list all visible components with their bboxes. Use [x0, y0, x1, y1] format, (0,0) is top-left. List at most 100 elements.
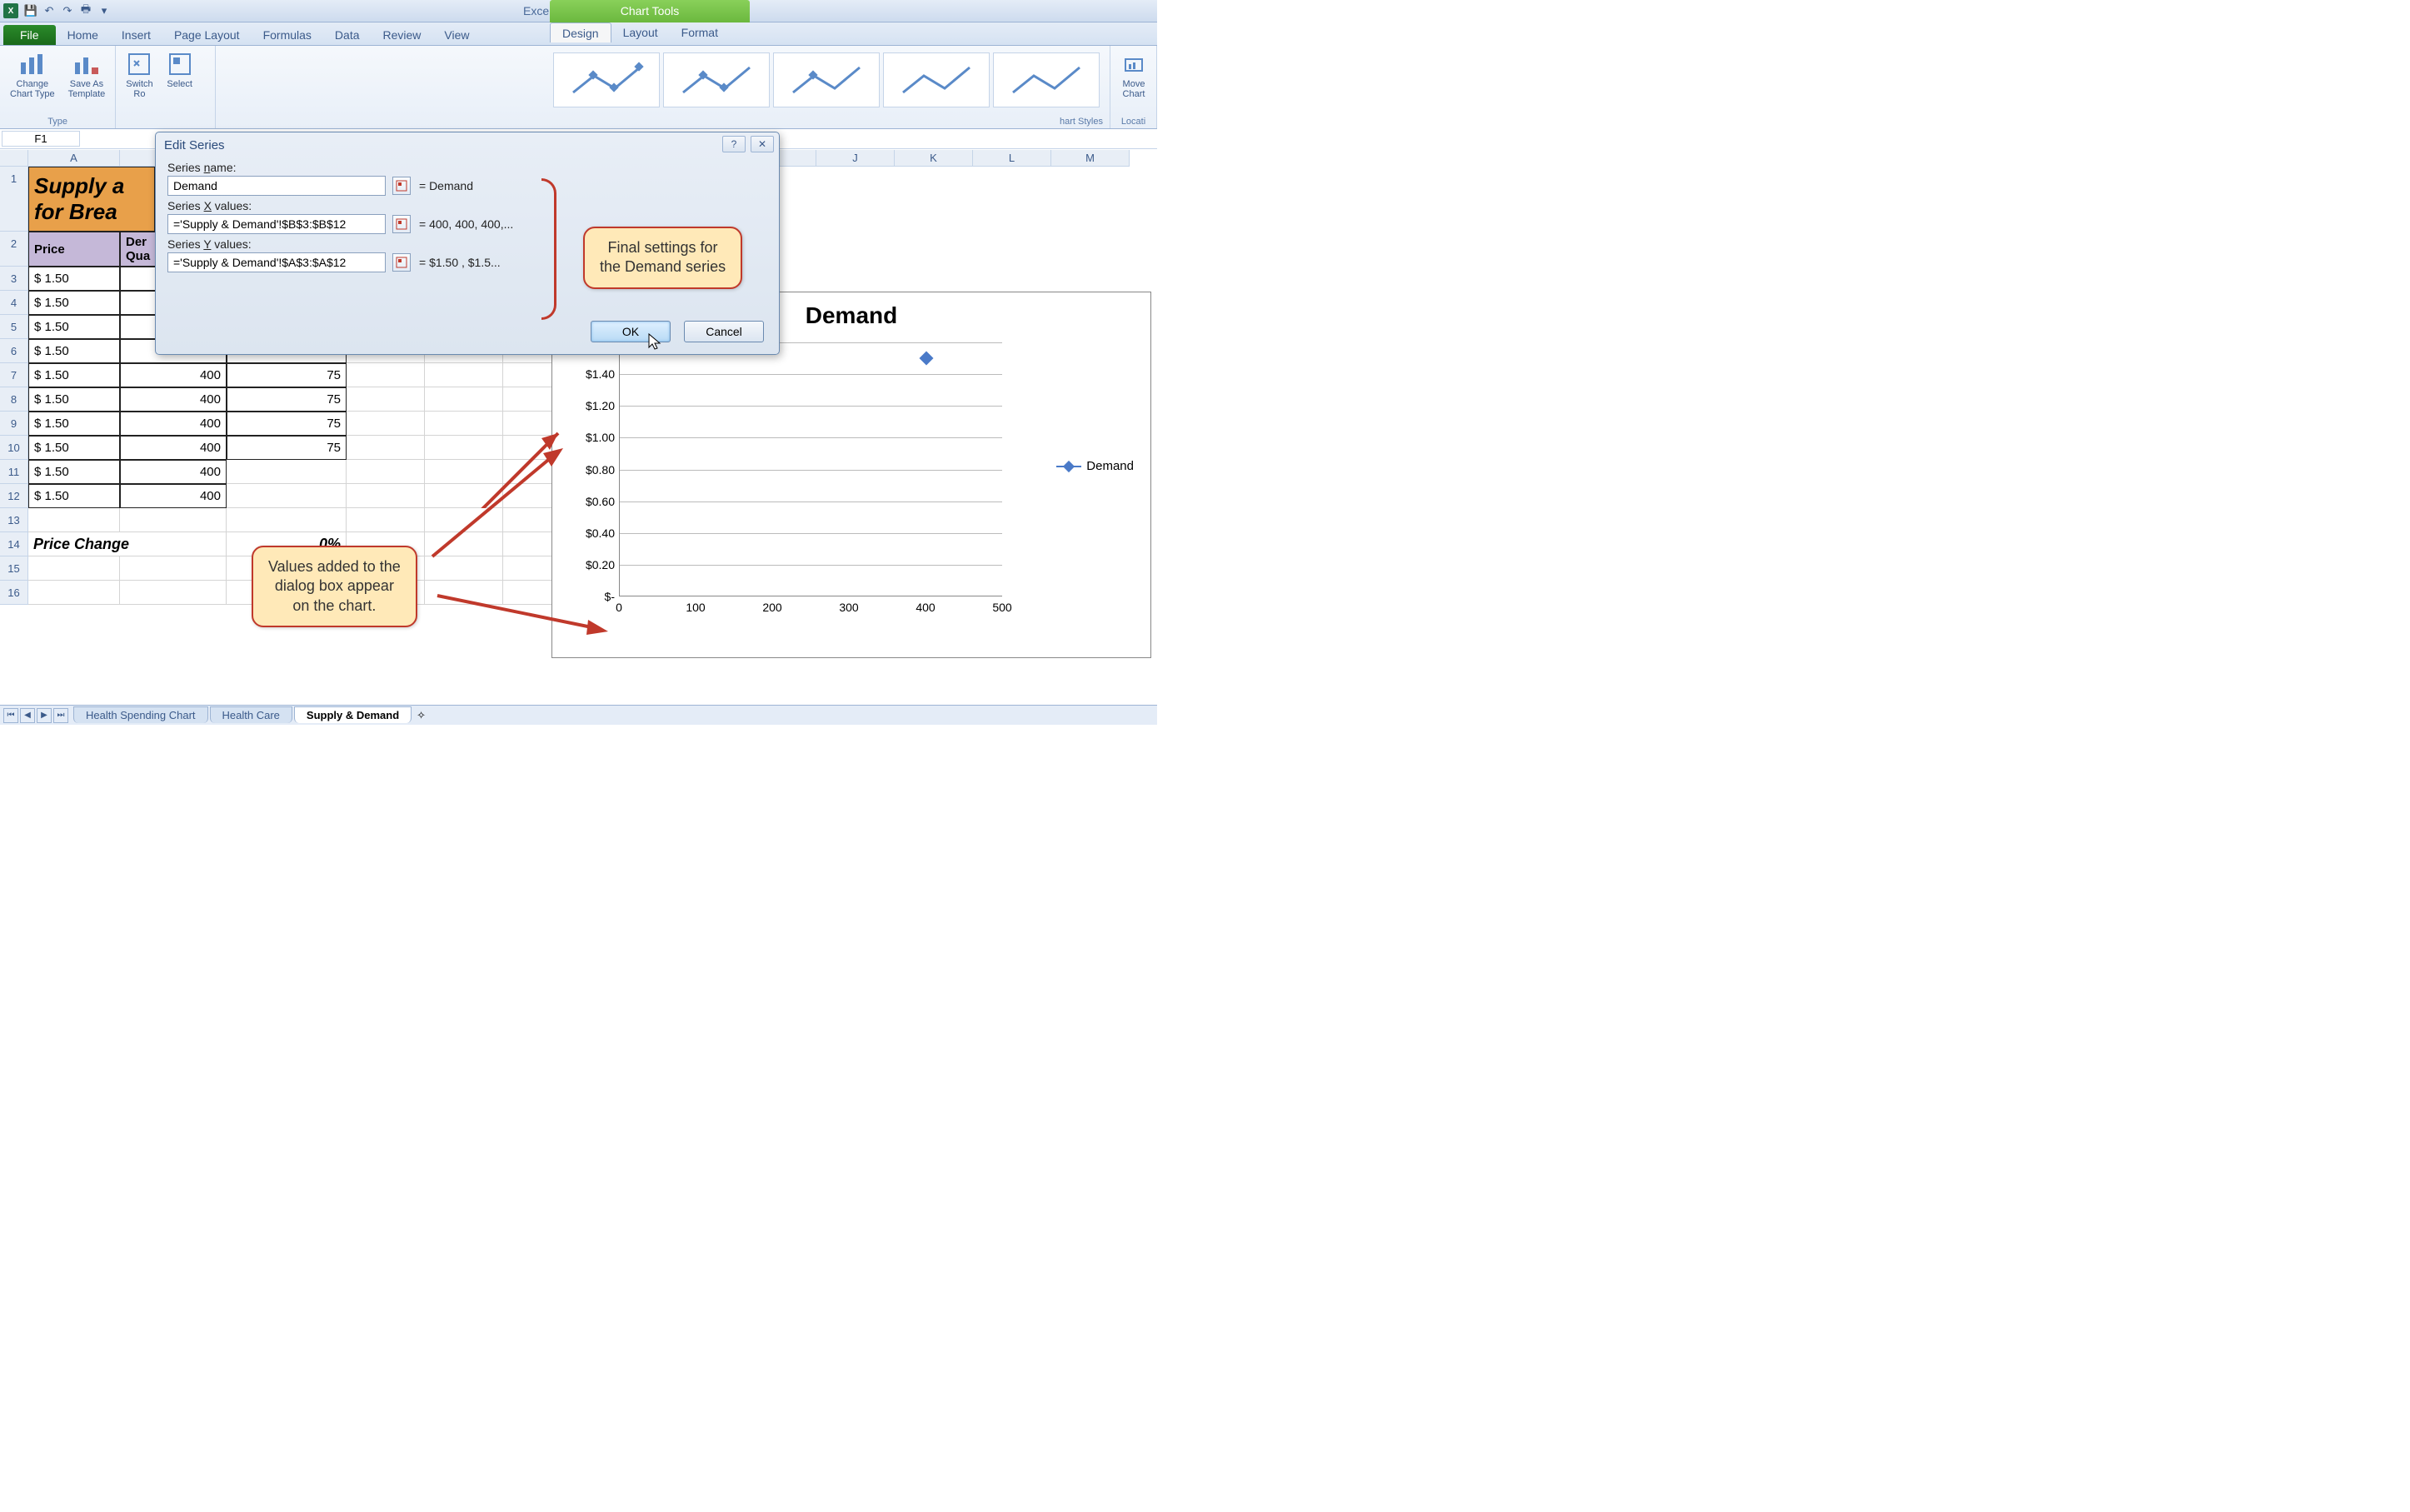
cell[interactable]	[425, 363, 503, 387]
next-tab-button[interactable]: ▶	[37, 708, 52, 723]
cell[interactable]: 400	[120, 412, 227, 436]
select-all-corner[interactable]	[0, 150, 28, 167]
print-icon[interactable]: 🖶	[78, 3, 93, 18]
cell[interactable]: 400	[120, 363, 227, 387]
row-header[interactable]: 16	[0, 581, 28, 605]
cell[interactable]: $ 1.50	[28, 315, 120, 339]
cell[interactable]: $ 1.50	[28, 412, 120, 436]
tab-layout[interactable]: Layout	[611, 22, 670, 42]
cell[interactable]: $ 1.50	[28, 484, 120, 508]
prev-tab-button[interactable]: ◀	[20, 708, 35, 723]
range-selector-button[interactable]	[392, 177, 411, 195]
cell[interactable]	[227, 484, 347, 508]
column-header[interactable]: A	[28, 150, 120, 167]
cell[interactable]: $ 1.50	[28, 291, 120, 315]
name-box[interactable]: F1	[2, 131, 80, 147]
tab-review[interactable]: Review	[372, 25, 433, 45]
ok-button[interactable]: OK	[591, 321, 671, 342]
cell[interactable]: $ 1.50	[28, 460, 120, 484]
tab-format[interactable]: Format	[670, 22, 730, 42]
cell[interactable]	[347, 436, 425, 460]
cell[interactable]	[227, 460, 347, 484]
cell[interactable]: Price	[28, 232, 120, 267]
save-as-template-button[interactable]: Save As Template	[65, 49, 109, 101]
style-thumb[interactable]	[553, 52, 660, 107]
move-chart-button[interactable]: Move Chart	[1117, 49, 1150, 101]
style-thumb[interactable]	[883, 52, 990, 107]
last-tab-button[interactable]: ⏭	[53, 708, 68, 723]
tab-data[interactable]: Data	[323, 25, 372, 45]
cell[interactable]	[347, 363, 425, 387]
row-header[interactable]: 11	[0, 460, 28, 484]
row-header[interactable]: 1	[0, 167, 28, 232]
data-point[interactable]	[920, 352, 934, 366]
cell[interactable]: $ 1.50	[28, 339, 120, 363]
series-x-input[interactable]: ='Supply & Demand'!$B$3:$B$12	[167, 214, 386, 234]
cancel-button[interactable]: Cancel	[684, 321, 764, 342]
row-header[interactable]: 10	[0, 436, 28, 460]
cell[interactable]: $ 1.50	[28, 267, 120, 291]
switch-row-col-button[interactable]: Switch Ro	[122, 49, 156, 101]
chart-legend[interactable]: Demand	[1056, 459, 1134, 473]
range-selector-button[interactable]	[392, 253, 411, 272]
column-header[interactable]: L	[973, 150, 1051, 167]
cell[interactable]: $ 1.50	[28, 436, 120, 460]
cell[interactable]: $ 1.50	[28, 387, 120, 412]
change-chart-type-button[interactable]: Change Chart Type	[7, 49, 58, 101]
save-icon[interactable]: 💾	[23, 3, 38, 18]
row-header[interactable]: 6	[0, 339, 28, 363]
row-header[interactable]: 14	[0, 532, 28, 556]
cell[interactable]	[120, 581, 227, 605]
new-sheet-button[interactable]: ✧	[417, 709, 426, 722]
row-header[interactable]: 13	[0, 508, 28, 532]
row-header[interactable]: 4	[0, 291, 28, 315]
cell[interactable]	[347, 508, 425, 532]
sheet-tab[interactable]: Health Spending Chart	[73, 706, 208, 723]
cell[interactable]	[347, 484, 425, 508]
row-header[interactable]: 2	[0, 232, 28, 267]
tab-home[interactable]: Home	[56, 25, 110, 45]
sheet-tab[interactable]: Health Care	[210, 706, 292, 723]
customize-qat-icon[interactable]: ▾	[97, 3, 112, 18]
row-header[interactable]: 15	[0, 556, 28, 581]
row-header[interactable]: 3	[0, 267, 28, 291]
cell[interactable]: Der Qua	[120, 232, 160, 267]
series-name-input[interactable]: Demand	[167, 176, 386, 196]
cell[interactable]	[227, 508, 347, 532]
cell[interactable]: 75	[227, 412, 347, 436]
close-button[interactable]: ✕	[751, 136, 774, 152]
tab-design[interactable]: Design	[550, 22, 611, 42]
cell[interactable]: Supply a for Brea	[28, 167, 155, 232]
tab-insert[interactable]: Insert	[110, 25, 162, 45]
column-header[interactable]: M	[1051, 150, 1130, 167]
column-header[interactable]: K	[895, 150, 973, 167]
cell[interactable]: Price Change	[28, 532, 227, 556]
cell[interactable]: 400	[120, 460, 227, 484]
chart-styles-gallery[interactable]	[550, 49, 1103, 111]
tab-view[interactable]: View	[432, 25, 481, 45]
cell[interactable]: $ 1.50	[28, 363, 120, 387]
undo-icon[interactable]: ↶	[42, 3, 57, 18]
style-thumb[interactable]	[663, 52, 770, 107]
row-header[interactable]: 9	[0, 412, 28, 436]
redo-icon[interactable]: ↷	[60, 3, 75, 18]
tab-file[interactable]: File	[3, 25, 56, 45]
cell[interactable]	[28, 508, 120, 532]
cell[interactable]	[28, 556, 120, 581]
row-header[interactable]: 7	[0, 363, 28, 387]
cell[interactable]: 400	[120, 436, 227, 460]
tab-page-layout[interactable]: Page Layout	[162, 25, 252, 45]
cell[interactable]: 400	[120, 387, 227, 412]
cell[interactable]	[347, 460, 425, 484]
column-header[interactable]: J	[816, 150, 895, 167]
style-thumb[interactable]	[993, 52, 1100, 107]
cell[interactable]	[347, 412, 425, 436]
style-thumb[interactable]	[773, 52, 880, 107]
sheet-tab[interactable]: Supply & Demand	[294, 706, 412, 723]
cell[interactable]	[28, 581, 120, 605]
select-data-button[interactable]: Select	[163, 49, 197, 91]
cell[interactable]: 400	[120, 484, 227, 508]
cell[interactable]	[120, 508, 227, 532]
cell[interactable]: 75	[227, 363, 347, 387]
range-selector-button[interactable]	[392, 215, 411, 233]
